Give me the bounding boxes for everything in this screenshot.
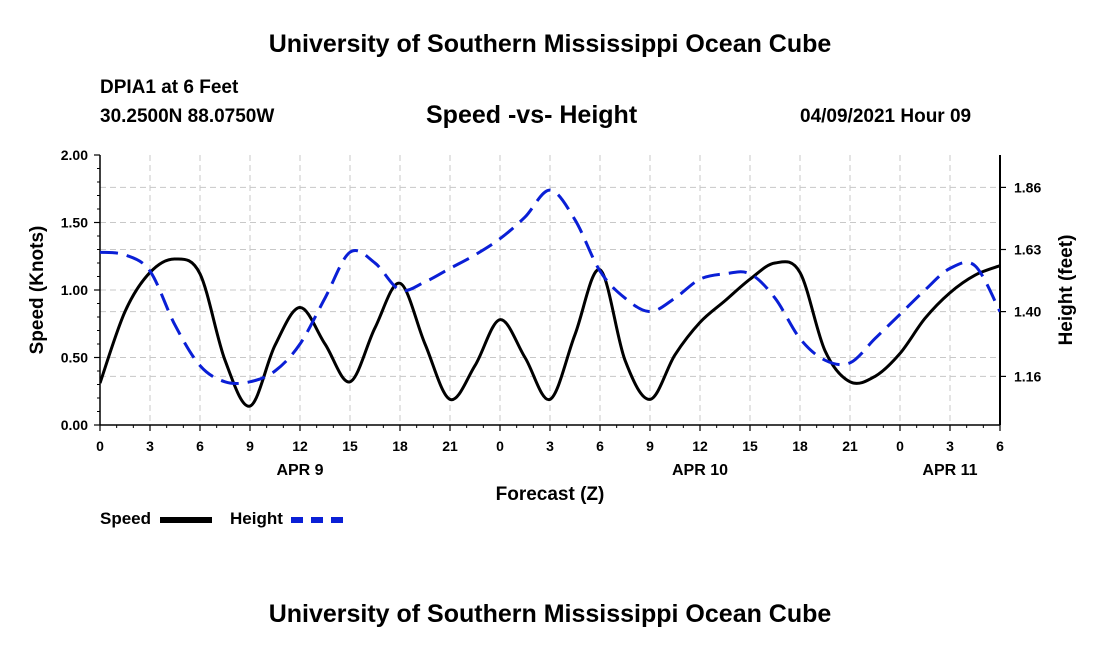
y2-tick-label: 1.16 (1014, 368, 1041, 384)
y-tick-label: 2.00 (61, 147, 88, 163)
x-tick-label: 0 (896, 438, 904, 454)
y2-axis-title: Height (feet) (1056, 235, 1077, 346)
legend-speed-swatch (160, 517, 212, 523)
plot-title: Speed -vs- Height (426, 101, 638, 129)
x-tick-label: 0 (96, 438, 104, 454)
legend-height-label: Height (230, 509, 283, 528)
series-line-height (100, 188, 1000, 385)
x-tick-label: 18 (392, 438, 408, 454)
x-tick-label: 6 (996, 438, 1004, 454)
y2-tick-label: 1.63 (1014, 242, 1041, 258)
y-tick-label: 1.00 (61, 282, 88, 298)
x-tick-label: 21 (442, 438, 458, 454)
y-axis-title: Speed (Knots) (27, 226, 48, 355)
x-tick-label: 6 (196, 438, 204, 454)
x-axis-title: Forecast (Z) (496, 484, 605, 505)
x-tick-label: 3 (546, 438, 554, 454)
x-date-label: APR 11 (922, 462, 977, 479)
x-tick-label: 3 (146, 438, 154, 454)
station-coords: 30.2500N 88.0750W (100, 106, 275, 127)
legend-height-swatch (291, 517, 343, 523)
series-line-speed (100, 257, 1000, 408)
y-tick-label: 0.00 (61, 417, 88, 433)
page-title: University of Southern Mississippi Ocean… (268, 30, 832, 58)
x-date-label: APR 9 (276, 462, 323, 479)
y-tick-label: 1.50 (61, 215, 88, 231)
legend-speed-label: Speed (100, 509, 152, 528)
x-tick-label: 9 (646, 438, 654, 454)
x-tick-label: 0 (496, 438, 504, 454)
x-tick-label: 12 (692, 438, 708, 454)
footer-title: University of Southern Mississippi Ocean… (268, 600, 832, 628)
y2-tick-label: 1.86 (1014, 179, 1041, 195)
station-label: DPIA1 at 6 Feet (100, 77, 239, 98)
forecast-datetime: 04/09/2021 Hour 09 (800, 106, 972, 127)
x-tick-label: 18 (792, 438, 808, 454)
x-tick-label: 9 (246, 438, 254, 454)
x-tick-label: 15 (342, 438, 358, 454)
x-tick-label: 21 (842, 438, 858, 454)
x-tick-label: 15 (742, 438, 758, 454)
y-tick-label: 0.50 (61, 350, 88, 366)
x-tick-label: 3 (946, 438, 954, 454)
x-tick-label: 6 (596, 438, 604, 454)
y2-tick-label: 1.40 (1014, 304, 1041, 320)
x-tick-label: 12 (292, 438, 308, 454)
x-date-label: APR 10 (672, 462, 728, 479)
